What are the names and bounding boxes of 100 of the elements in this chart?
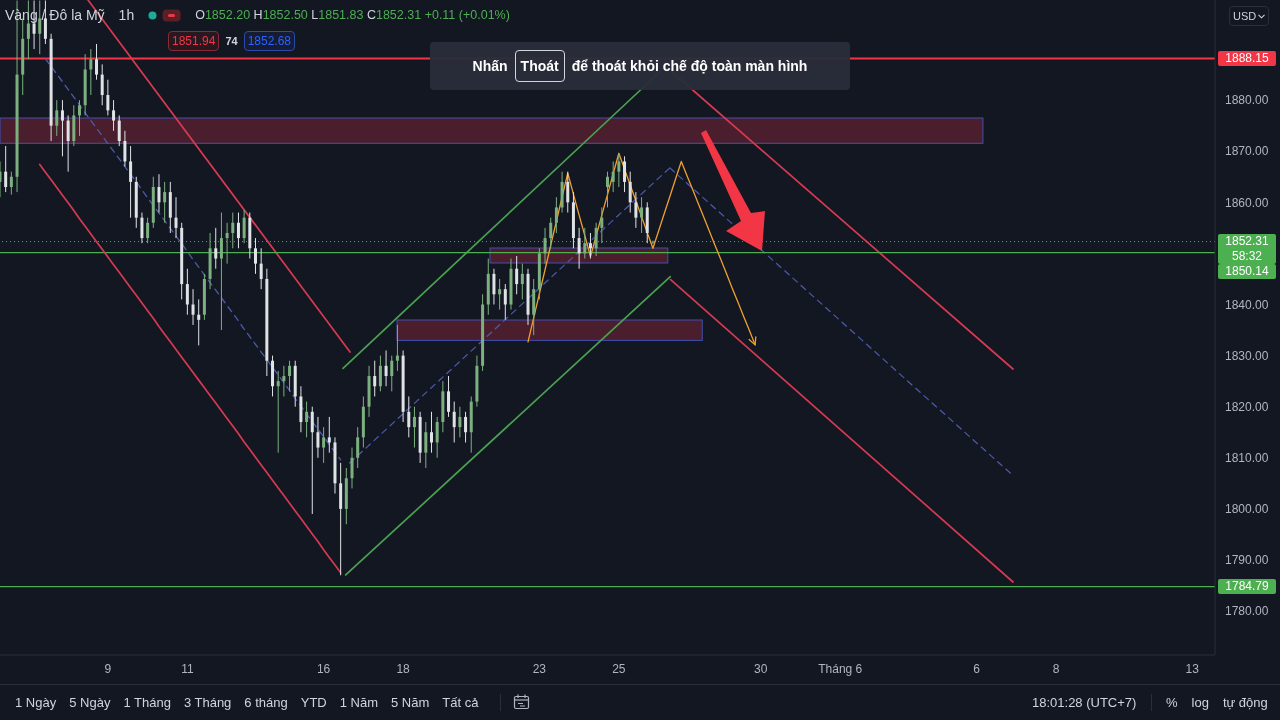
candlestick [583,227,587,260]
annotation: 74 [225,35,238,47]
candlestick [112,99,116,132]
candlestick [634,191,638,229]
candlestick [219,212,223,331]
candlestick [458,406,462,438]
candlestick [66,114,70,173]
text: 1 Tháng [123,695,171,710]
candlestick [157,173,161,214]
y-tick-label: 1880.00 [1225,93,1269,108]
candlestick [651,240,655,245]
annotation: Nhấn [472,58,508,74]
text: tự động [1222,695,1268,710]
candlestick [543,227,547,265]
candlestick [452,401,456,443]
candlestick [55,99,59,137]
ref-line-label: 1850.14 [1225,264,1269,280]
candlestick [588,232,592,260]
candlestick [276,370,280,454]
candlestick [407,395,411,438]
candlestick [163,181,167,224]
candlestick [38,0,42,55]
text: 1 Ngày [15,695,57,710]
text: USD [1233,10,1257,22]
y-tick-label: 1830.00 [1225,348,1269,363]
candlestick [305,401,309,438]
candlestick [316,416,320,459]
x-tick-label: Tháng 6 [818,661,863,676]
candlestick [628,171,632,214]
ref-line-label: 1784.79 [1225,579,1269,595]
candlestick [378,355,382,392]
candlestick [600,206,604,244]
x-tick-label: 23 [532,661,547,676]
candlestick [0,160,2,198]
ref-line-label: 1852.31 [1225,234,1269,250]
candlestick [566,171,570,214]
candlestick [288,360,292,392]
text: Tất cả [442,695,479,710]
y-tick-label: 1780.00 [1225,604,1269,619]
y-tick-label: 1860.00 [1225,195,1269,210]
y-tick-label: 1870.00 [1225,144,1269,159]
annotation: để thoát khỏi chế độ toàn màn hình [571,58,808,74]
text: O1852.20 H1852.50 L1851.83 C1852.31 +0.11 (+0.01%) [195,8,510,22]
candlestick [225,222,229,265]
candlestick [4,145,8,193]
text: 5 Năm [391,695,430,710]
candlestick [60,99,64,157]
text: 5 Ngày [69,695,111,710]
y-tick-label: 1790.00 [1225,553,1269,568]
candlestick [498,278,502,311]
candlestick [327,416,331,454]
y-tick-label: 1810.00 [1225,451,1269,466]
candlestick [435,416,439,459]
x-tick-label: 13 [1185,661,1200,676]
text: 1 Năm [339,695,379,710]
text: YTD [300,695,327,710]
candlestick [492,268,496,306]
x-tick-label: 18 [396,661,411,676]
candlestick [174,196,178,239]
candlestick [310,406,314,515]
candlestick [322,426,326,464]
line-series [44,58,342,461]
candlestick [214,227,218,270]
text: 3 Tháng [183,695,232,710]
candlestick [350,447,354,489]
y-tick-label: 1820.00 [1225,399,1269,414]
candlestick [520,263,524,300]
candlestick [117,114,121,147]
candlestick [549,217,553,249]
candlestick [146,217,150,244]
candlestick [640,196,644,234]
candlestick [606,171,609,208]
text: 6 tháng [244,695,288,710]
x-tick-label: 30 [754,661,768,676]
candlestick [464,411,468,443]
candlestick [77,99,81,137]
candlestick [515,255,519,295]
candlestick [577,227,581,270]
annotation: Thoát [514,50,565,82]
y-tick-label: 1800.00 [1225,502,1269,517]
candlestick [140,212,144,244]
candlestick [236,212,240,249]
candlestick [259,247,263,290]
y-tick-label: 1840.00 [1225,297,1269,312]
line-series [38,163,342,574]
text: 58:32 [1231,249,1263,265]
candlestick [554,196,558,234]
candlestick [242,209,246,244]
candlestick [231,212,235,249]
annotation: 1h [118,7,135,23]
candlestick [95,43,99,81]
candlestick [106,79,110,116]
candlestick [503,283,507,321]
x-tick-label: 16 [316,661,331,676]
x-tick-label: 6 [973,661,981,676]
candlestick [384,349,388,387]
candlestick [123,130,127,168]
candlestick [100,63,104,106]
candlestick [197,298,201,346]
candlestick [129,145,133,219]
